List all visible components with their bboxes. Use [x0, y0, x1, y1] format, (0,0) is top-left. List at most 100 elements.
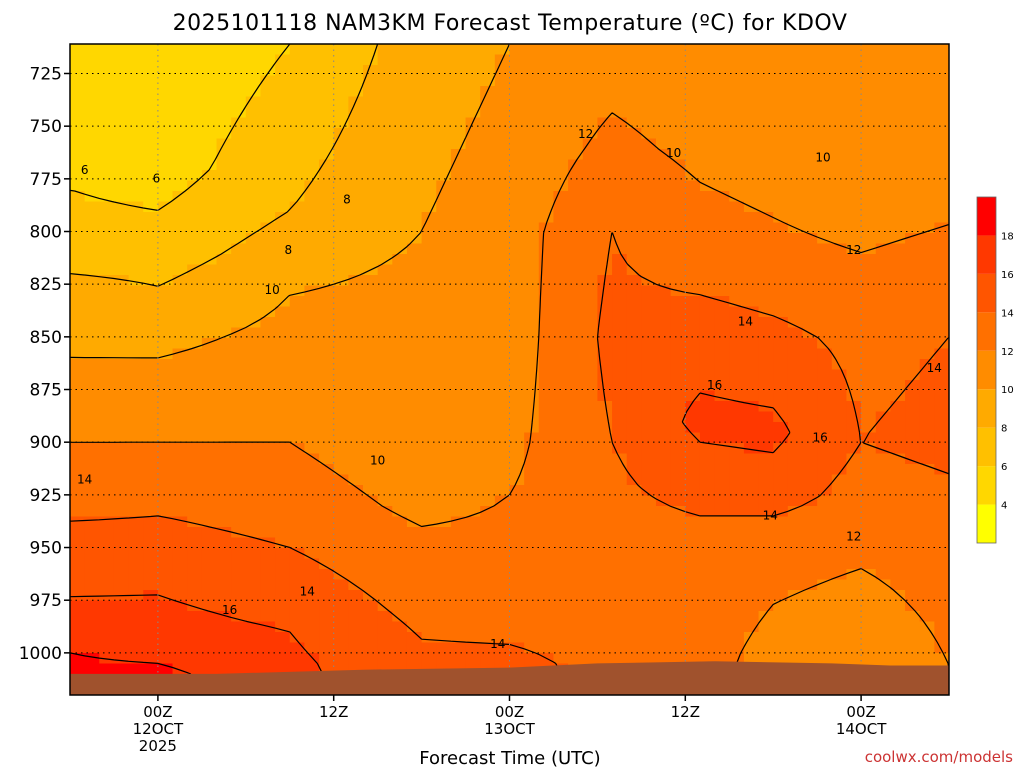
temperature-cell — [70, 170, 86, 182]
temperature-cell — [714, 611, 730, 623]
temperature-cell — [172, 128, 188, 140]
temperature-cell — [201, 317, 218, 329]
temperature-cell — [231, 432, 247, 444]
temperature-cell — [890, 422, 906, 434]
temperature-cell — [245, 495, 262, 507]
temperature-cell — [670, 590, 686, 602]
temperature-cell — [304, 285, 320, 297]
temperature-cell — [875, 548, 892, 560]
temperature-cell — [670, 506, 686, 518]
temperature-cell — [919, 474, 936, 486]
temperature-cell — [758, 212, 774, 224]
temperature-cell — [553, 117, 569, 129]
temperature-cell — [480, 380, 496, 392]
temperature-cell — [128, 621, 144, 633]
temperature-cell — [919, 590, 936, 602]
temperature-cell — [406, 516, 423, 528]
temperature-cell — [245, 348, 262, 360]
temperature-cell — [626, 590, 643, 602]
temperature-cell — [626, 401, 643, 413]
temperature-cell — [421, 443, 437, 455]
temperature-cell — [670, 485, 686, 497]
temperature-cell — [216, 296, 232, 308]
temperature-cell — [729, 369, 745, 381]
temperature-cell — [143, 401, 159, 413]
temperature-cell — [656, 338, 672, 350]
temperature-cell — [275, 579, 291, 591]
temperature-cell — [70, 432, 86, 444]
temperature-cell — [377, 128, 393, 140]
temperature-cell — [216, 201, 232, 213]
temperature-cell — [919, 107, 936, 119]
temperature-cell — [612, 233, 628, 245]
temperature-cell — [875, 390, 892, 402]
temperature-cell — [582, 296, 599, 308]
temperature-cell — [143, 306, 159, 318]
temperature-cell — [699, 65, 716, 77]
temperature-cell — [817, 170, 833, 182]
temperature-cell — [568, 632, 584, 644]
temperature-cell — [685, 44, 701, 56]
temperature-cell — [919, 285, 936, 297]
temperature-cell — [143, 264, 159, 276]
temperature-cell — [450, 443, 467, 455]
temperature-cell — [275, 138, 291, 150]
temperature-cell — [773, 642, 789, 654]
temperature-cell — [553, 264, 569, 276]
temperature-cell — [113, 558, 130, 570]
temperature-cell — [612, 474, 628, 486]
temperature-cell — [582, 453, 599, 465]
temperature-cell — [934, 201, 949, 213]
temperature-cell — [846, 254, 862, 266]
temperature-cell — [890, 569, 906, 581]
temperature-cell — [187, 317, 203, 329]
temperature-cell — [509, 86, 525, 98]
temperature-cell — [597, 611, 613, 623]
temperature-cell — [846, 285, 862, 297]
temperature-cell — [568, 128, 584, 140]
temperature-cell — [729, 317, 745, 329]
temperature-cell — [494, 348, 511, 360]
temperature-cell — [70, 191, 86, 203]
temperature-cell — [319, 117, 335, 129]
temperature-cell — [216, 107, 232, 119]
temperature-cell — [538, 611, 555, 623]
temperature-cell — [861, 54, 877, 66]
temperature-cell — [597, 338, 613, 350]
temperature-cell — [245, 359, 262, 371]
temperature-cell — [70, 317, 86, 329]
temperature-cell — [597, 348, 613, 360]
temperature-cell — [817, 495, 833, 507]
temperature-cell — [758, 128, 774, 140]
temperature-cell — [363, 474, 379, 486]
temperature-cell — [597, 191, 613, 203]
temperature-cell — [714, 44, 730, 56]
temperature-cell — [113, 306, 130, 318]
temperature-cell — [172, 117, 188, 129]
temperature-cell — [465, 495, 481, 507]
temperature-cell — [436, 317, 452, 329]
temperature-cell — [363, 642, 379, 654]
temperature-cell — [538, 590, 555, 602]
temperature-cell — [670, 411, 686, 423]
temperature-cell — [919, 44, 936, 56]
temperature-cell — [245, 54, 262, 66]
temperature-cell — [699, 411, 716, 423]
temperature-cell — [348, 474, 364, 486]
temperature-cell — [84, 159, 100, 171]
temperature-cell — [861, 44, 877, 56]
temperature-cell — [304, 264, 320, 276]
temperature-cell — [919, 369, 936, 381]
temperature-cell — [582, 600, 599, 612]
temperature-cell — [612, 65, 628, 77]
temperature-cell — [172, 138, 188, 150]
temperature-cell — [333, 191, 350, 203]
temperature-cell — [84, 285, 100, 297]
temperature-cell — [919, 516, 936, 528]
temperature-cell — [875, 380, 892, 392]
temperature-cell — [172, 254, 188, 266]
temperature-cell — [157, 569, 174, 581]
temperature-cell — [568, 233, 584, 245]
temperature-cell — [773, 464, 789, 476]
temperature-cell — [846, 527, 862, 539]
